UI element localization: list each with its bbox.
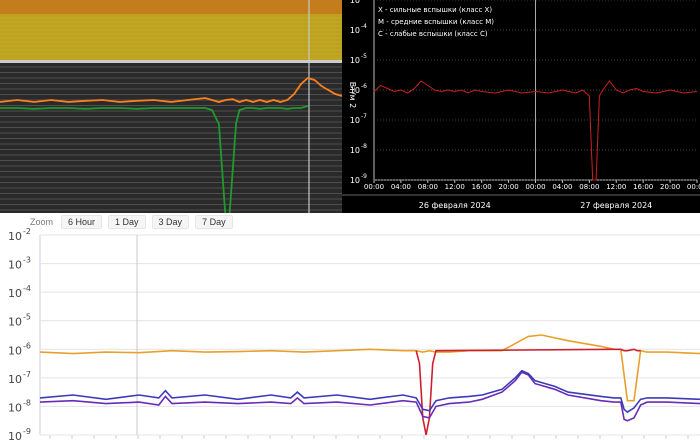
y-tick-exponent: -6 bbox=[361, 83, 367, 90]
zoom-6hour-button[interactable]: 6 Hour bbox=[61, 215, 103, 229]
zoom-bar: Zoom 6 Hour 1 Day 3 Day 7 Day bbox=[30, 213, 233, 231]
x-tick-label: 00:00 bbox=[364, 183, 384, 191]
x-tick-label: 12:00 bbox=[445, 183, 465, 191]
y-axis-label: Вт/м 2 bbox=[348, 82, 357, 109]
y-tick-label: 10 bbox=[350, 26, 360, 35]
legend-entry: C - слабые вспышки (класс C) bbox=[378, 30, 488, 38]
y-tick-exponent: -3 bbox=[23, 256, 31, 265]
y-tick-exponent: -9 bbox=[23, 427, 31, 436]
chart-panel-russian: 10-310-410-510-610-710-810-9Вт/м 200:000… bbox=[342, 0, 700, 216]
chart-panel-green-orange bbox=[0, 0, 342, 216]
y-tick-label: 10 bbox=[350, 146, 360, 155]
band-separator bbox=[0, 60, 342, 63]
y-tick-label: 10 bbox=[350, 116, 360, 125]
date-label: 26 февраля 2024 bbox=[419, 201, 491, 210]
y-tick-exponent: -5 bbox=[23, 313, 31, 322]
chart-c-svg: 10-210-310-410-510-610-710-810-9 bbox=[8, 227, 700, 440]
y-tick-label: 10 bbox=[350, 0, 360, 5]
x-tick-label: 16:00 bbox=[633, 183, 653, 191]
y-tick-label: 10 bbox=[8, 430, 22, 440]
y-tick-label: 10 bbox=[8, 287, 22, 300]
x-tick-label: 08:00 bbox=[418, 183, 438, 191]
y-tick-exponent: -6 bbox=[23, 341, 31, 350]
series-line-3 bbox=[39, 369, 700, 414]
series-line-1 bbox=[0, 105, 309, 216]
date-label: 27 февраля 2024 bbox=[580, 201, 652, 210]
series-line-2 bbox=[39, 371, 700, 422]
x-tick-label: 12:00 bbox=[606, 183, 626, 191]
chart-panel-goes: Zoom 6 Hour 1 Day 3 Day 7 Day 10 -2 10 -3 10… bbox=[0, 213, 700, 440]
y-tick-label: 10 bbox=[8, 230, 22, 243]
y-tick-exponent: -7 bbox=[361, 113, 367, 120]
y-tick-exponent: -5 bbox=[361, 53, 367, 60]
chart-a-svg bbox=[0, 0, 342, 216]
y-tick-label: 10 bbox=[350, 176, 360, 185]
y-tick-exponent: -8 bbox=[23, 398, 31, 407]
y-tick-label: 10 bbox=[8, 401, 22, 414]
y-tick-label: 10 bbox=[8, 316, 22, 329]
zoom-label: Zoom bbox=[30, 217, 54, 227]
y-tick-label: 10 bbox=[350, 86, 360, 95]
band-mid bbox=[0, 14, 342, 60]
x-tick-label: 20:00 bbox=[660, 183, 680, 191]
y-tick-exponent: -4 bbox=[361, 23, 367, 30]
series-line-0 bbox=[0, 76, 342, 103]
x-tick-label: 04:00 bbox=[552, 183, 572, 191]
series-line-0 bbox=[373, 80, 698, 181]
y-tick-label: 10 bbox=[8, 259, 22, 272]
chart-b-svg: 10-310-410-510-610-710-810-9Вт/м 200:000… bbox=[342, 0, 700, 210]
y-tick-exponent: -4 bbox=[23, 284, 31, 293]
x-tick-label: 16:00 bbox=[472, 183, 492, 191]
y-tick-label: 10 bbox=[8, 344, 22, 357]
legend-entry: X - сильные вспышки (класс X) bbox=[378, 6, 492, 14]
series-line-1 bbox=[415, 348, 641, 436]
x-tick-label: 04:00 bbox=[391, 183, 411, 191]
zoom-7day-button[interactable]: 7 Day bbox=[195, 215, 233, 229]
y-tick-exponent: -2 bbox=[23, 227, 31, 236]
x-tick-label: 00:00 bbox=[525, 183, 545, 191]
x-tick-label: 20:00 bbox=[498, 183, 518, 191]
zoom-1day-button[interactable]: 1 Day bbox=[108, 215, 146, 229]
y-tick-exponent: -7 bbox=[23, 370, 31, 379]
y-tick-exponent: -9 bbox=[361, 173, 367, 180]
y-tick-label: 10 bbox=[350, 56, 360, 65]
legend-entry: M - средние вспышки (класс M) bbox=[378, 18, 494, 26]
y-tick-exponent: -8 bbox=[361, 143, 367, 150]
y-tick-label: 10 bbox=[8, 373, 22, 386]
band-top bbox=[0, 0, 342, 14]
x-tick-label: 00:00 bbox=[687, 183, 700, 191]
x-tick-label: 08:00 bbox=[579, 183, 599, 191]
zoom-3day-button[interactable]: 3 Day bbox=[151, 215, 190, 229]
series-line-0 bbox=[39, 334, 700, 402]
